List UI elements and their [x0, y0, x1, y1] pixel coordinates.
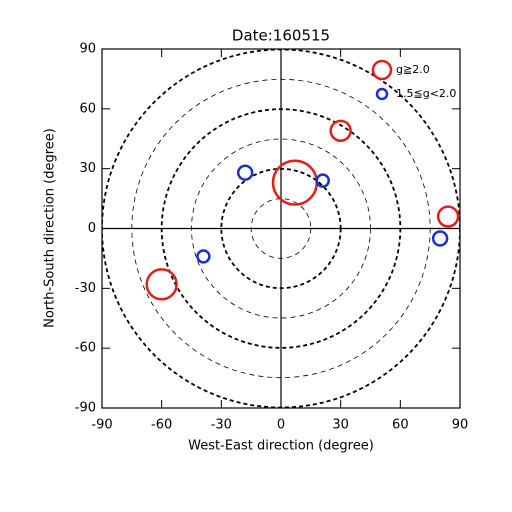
x-tick-label: 30: [332, 418, 349, 433]
y-axis-label: North-South direction (degree): [43, 128, 58, 328]
point: [145, 268, 178, 301]
x-tick-label: -30: [211, 418, 232, 433]
point: [236, 164, 254, 181]
y-tick-label: -60: [75, 341, 96, 356]
y-tick-label: 60: [79, 101, 96, 116]
x-tick-label: 60: [392, 418, 409, 433]
x-tick-label: -60: [151, 418, 172, 433]
point: [436, 205, 460, 228]
x-tick-label: 0: [277, 418, 285, 433]
chart-title: Date:160515: [232, 27, 330, 45]
x-axis-label: West-East direction (degree): [188, 439, 374, 454]
x-tick-label: 90: [452, 418, 469, 433]
legend-marker: [371, 59, 393, 81]
point: [431, 230, 449, 247]
point: [315, 173, 330, 188]
point: [329, 119, 352, 142]
x-tick-label: -90: [91, 418, 112, 433]
y-tick-label: -30: [75, 281, 96, 296]
y-tick-label: 90: [79, 42, 96, 57]
y-tick-label: 30: [79, 161, 96, 176]
y-tick-label: 0: [88, 221, 96, 236]
legend-marker: [375, 87, 389, 101]
y-tick-label: -90: [75, 401, 96, 416]
point: [196, 249, 211, 264]
legend-label: g≧2.0: [396, 63, 430, 76]
legend-label: 1.5≦g<2.0: [396, 87, 456, 100]
